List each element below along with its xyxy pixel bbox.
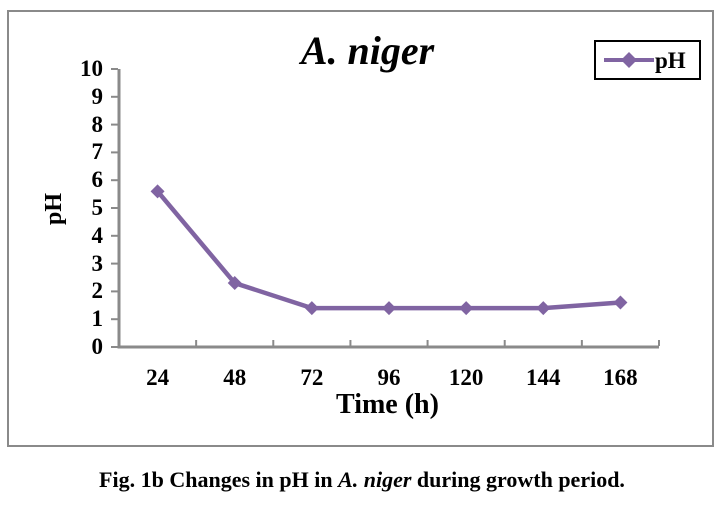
data-point-marker bbox=[613, 295, 628, 310]
chart-title: A. niger bbox=[300, 28, 435, 73]
caption-suffix: during growth period. bbox=[411, 467, 625, 492]
data-point-marker bbox=[459, 301, 474, 316]
plot-area bbox=[111, 68, 660, 349]
data-point-marker bbox=[382, 301, 396, 316]
data-point-marker bbox=[304, 301, 319, 316]
caption-prefix: Fig. 1b Changes in pH in bbox=[99, 467, 339, 492]
chart-frame: A. niger pH pH 0 1 2 3 4 5 6 7 8 9 10 24 48 72 96 120 1… bbox=[7, 10, 714, 447]
caption-species: A. niger bbox=[338, 467, 412, 492]
data-point-marker bbox=[227, 276, 242, 291]
y-axis-title: pH bbox=[40, 193, 67, 226]
legend-label: pH bbox=[655, 47, 686, 73]
data-point-marker bbox=[536, 301, 551, 316]
legend: pH bbox=[594, 40, 701, 80]
x-axis-title: Time (h) bbox=[336, 389, 439, 420]
series-line-ph bbox=[155, 189, 623, 311]
legend-line-marker-icon bbox=[604, 52, 654, 68]
figure-caption: Fig. 1b Changes in pH in A. niger during… bbox=[0, 467, 724, 493]
data-point-marker bbox=[150, 184, 165, 199]
